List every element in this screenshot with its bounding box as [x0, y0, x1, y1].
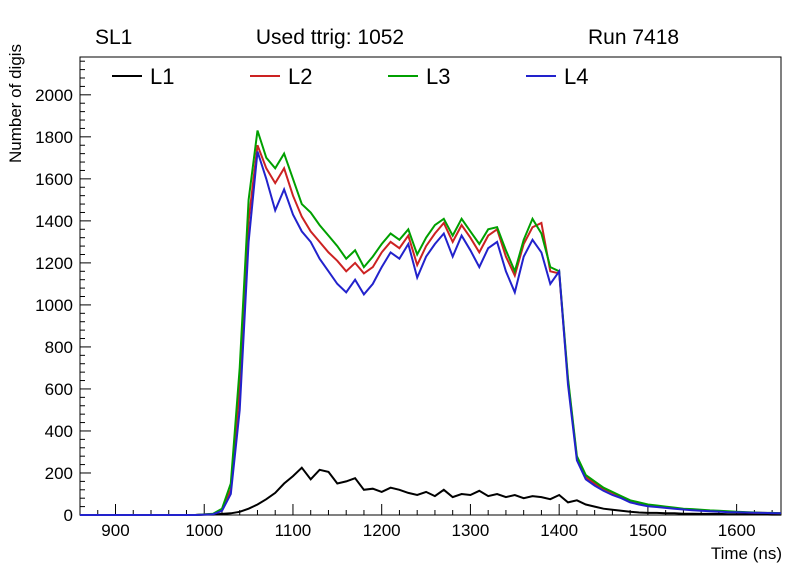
x-axis-title: Time (ns) [710, 544, 782, 563]
x-tick-label: 1000 [185, 521, 223, 540]
x-tick-label: 1200 [363, 521, 401, 540]
series-line-L2 [80, 144, 782, 516]
plot-frame [79, 56, 782, 516]
pad-title-right: Run 7418 [588, 26, 680, 49]
legend-label-L3: L3 [426, 64, 450, 89]
y-tick-label: 1200 [35, 254, 73, 273]
y-tick-label: 0 [64, 506, 73, 525]
pad-title-center: Used ttrig: 1052 [255, 26, 405, 49]
x-tick-label: 1600 [718, 521, 756, 540]
y-tick-label: 1600 [35, 170, 73, 189]
y-tick-label: 1000 [35, 296, 73, 315]
y-tick-label: 800 [45, 338, 73, 357]
y-tick-label: 200 [45, 464, 73, 483]
x-tick-label: 900 [101, 521, 129, 540]
y-tick-label: 2000 [35, 86, 73, 105]
x-tick-label: 1100 [275, 521, 312, 540]
y-tick-label: 1400 [35, 212, 73, 231]
series-line-L4 [80, 151, 782, 516]
legend-label-L4: L4 [564, 64, 588, 89]
y-tick-label: 1800 [35, 128, 73, 147]
series-line-L3 [80, 130, 782, 516]
legend-label-L2: L2 [288, 64, 312, 89]
x-tick-label: 1300 [452, 521, 490, 540]
y-axis-title: Number of digis [6, 43, 25, 163]
y-tick-label: 400 [45, 422, 73, 441]
x-tick-label: 1500 [629, 521, 667, 540]
x-tick-label: 1400 [540, 521, 578, 540]
pad-title-left: SL1 [95, 26, 133, 49]
legend-label-L1: L1 [150, 64, 174, 89]
y-tick-label: 600 [45, 380, 73, 399]
